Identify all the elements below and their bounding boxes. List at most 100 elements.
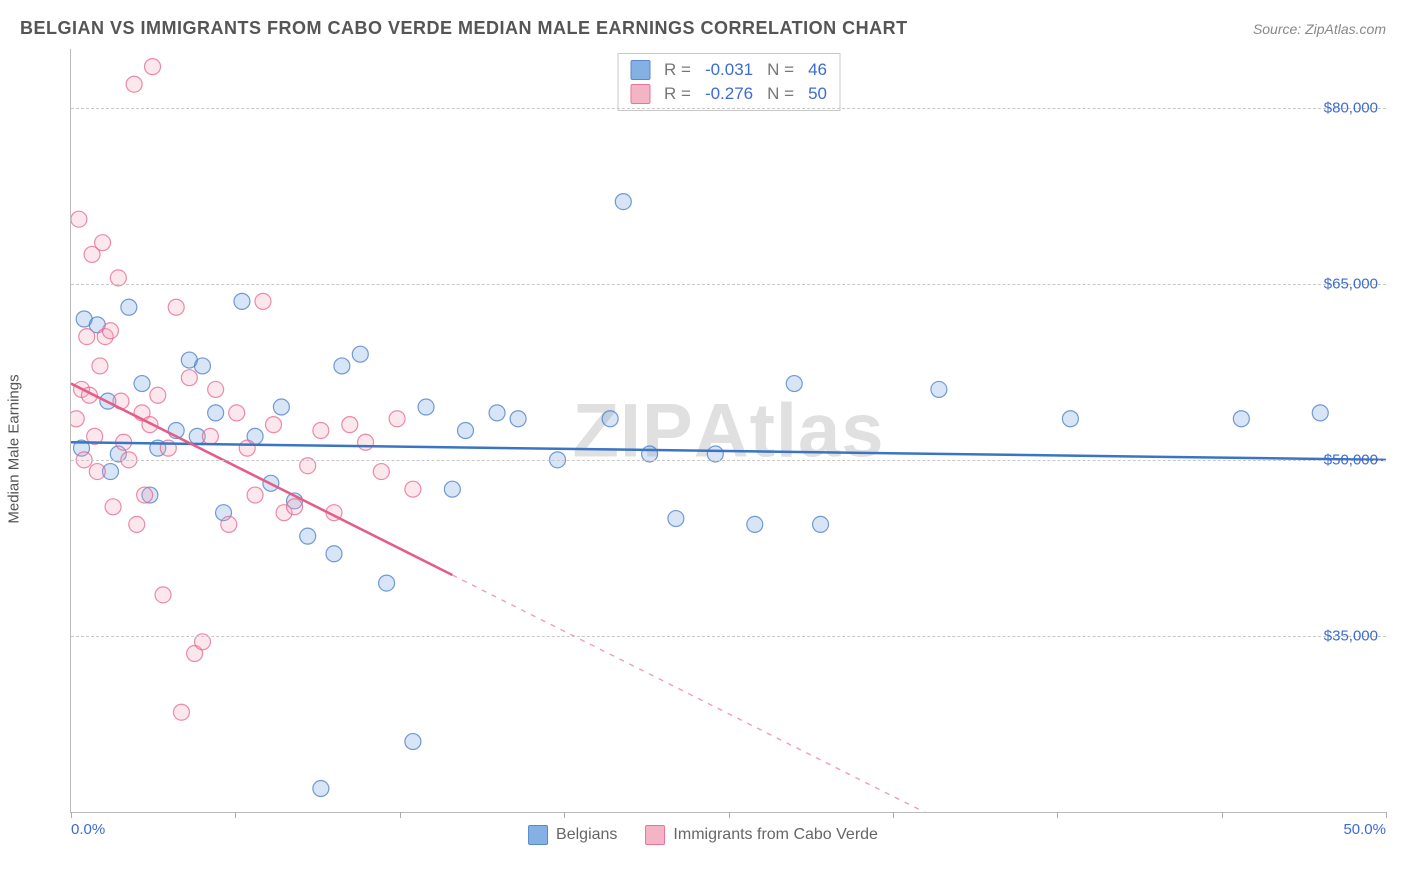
scatter-point bbox=[181, 352, 197, 368]
scatter-point bbox=[352, 346, 368, 362]
swatch-series-0-bottom bbox=[528, 825, 548, 845]
scatter-point bbox=[92, 358, 108, 374]
series-legend: Belgians Immigrants from Cabo Verde bbox=[528, 825, 878, 845]
scatter-point bbox=[71, 411, 84, 427]
scatter-point bbox=[187, 646, 203, 662]
scatter-point bbox=[87, 428, 103, 444]
scatter-point bbox=[389, 411, 405, 427]
scatter-point bbox=[813, 516, 829, 532]
scatter-point bbox=[126, 76, 142, 92]
y-axis-label: Median Male Earnings bbox=[6, 374, 23, 523]
scatter-point bbox=[81, 387, 97, 403]
stats-row-series-0: R = -0.031 N = 46 bbox=[630, 58, 827, 82]
scatter-point bbox=[79, 329, 95, 345]
scatter-point bbox=[100, 393, 116, 409]
scatter-point bbox=[418, 399, 434, 415]
x-tick bbox=[71, 812, 72, 818]
x-tick bbox=[1222, 812, 1223, 818]
scatter-point bbox=[510, 411, 526, 427]
scatter-point bbox=[263, 475, 279, 491]
scatter-point bbox=[287, 493, 303, 509]
stats-row-series-1: R = -0.276 N = 50 bbox=[630, 82, 827, 106]
source-label: Source: bbox=[1253, 21, 1305, 37]
scatter-point bbox=[102, 323, 118, 339]
scatter-point bbox=[121, 299, 137, 315]
scatter-point bbox=[97, 329, 113, 345]
scatter-point bbox=[113, 393, 129, 409]
scatter-point bbox=[326, 505, 342, 521]
scatter-point bbox=[239, 440, 255, 456]
scatter-point bbox=[189, 428, 205, 444]
x-tick bbox=[235, 812, 236, 818]
scatter-point bbox=[668, 511, 684, 527]
scatter-point bbox=[234, 293, 250, 309]
scatter-point bbox=[102, 464, 118, 480]
scatter-point bbox=[931, 381, 947, 397]
scatter-point bbox=[342, 417, 358, 433]
scatter-point bbox=[150, 440, 166, 456]
scatter-point bbox=[444, 481, 460, 497]
scatter-point bbox=[134, 376, 150, 392]
x-tick bbox=[400, 812, 401, 818]
r-value-0: -0.031 bbox=[705, 60, 753, 80]
scatter-point bbox=[95, 235, 111, 251]
gridline bbox=[71, 460, 1386, 461]
scatter-point bbox=[379, 575, 395, 591]
plot-area: ZIPAtlas R = -0.031 N = 46 R = -0.276 N … bbox=[70, 49, 1386, 813]
scatter-point bbox=[137, 487, 153, 503]
x-tick bbox=[893, 812, 894, 818]
scatter-point bbox=[142, 487, 158, 503]
scatter-point bbox=[373, 464, 389, 480]
scatter-point bbox=[221, 516, 237, 532]
scatter-point bbox=[116, 434, 132, 450]
y-tick-label: $35,000 bbox=[1324, 627, 1378, 644]
scatter-point bbox=[255, 293, 271, 309]
scatter-point bbox=[145, 59, 161, 75]
scatter-point bbox=[168, 423, 184, 439]
scatter-point bbox=[168, 299, 184, 315]
source-value: ZipAtlas.com bbox=[1305, 21, 1386, 37]
scatter-point bbox=[1312, 405, 1328, 421]
scatter-point bbox=[89, 464, 105, 480]
scatter-point bbox=[300, 528, 316, 544]
x-min-label: 0.0% bbox=[71, 821, 105, 838]
scatter-point bbox=[405, 734, 421, 750]
chart-title: BELGIAN VS IMMIGRANTS FROM CABO VERDE ME… bbox=[20, 18, 908, 39]
x-tick bbox=[729, 812, 730, 818]
regression-line bbox=[71, 384, 452, 575]
legend-label-0: Belgians bbox=[556, 826, 617, 844]
source-citation: Source: ZipAtlas.com bbox=[1253, 21, 1386, 37]
scatter-point bbox=[1062, 411, 1078, 427]
chart-container: BELGIAN VS IMMIGRANTS FROM CABO VERDE ME… bbox=[0, 0, 1406, 892]
x-max-label: 50.0% bbox=[1343, 821, 1386, 838]
legend-item-1: Immigrants from Cabo Verde bbox=[645, 825, 878, 845]
regression-line-extrapolated bbox=[452, 575, 1017, 812]
n-value-0: 46 bbox=[808, 60, 827, 80]
scatter-point bbox=[334, 358, 350, 374]
scatter-point bbox=[173, 704, 189, 720]
scatter-point bbox=[615, 194, 631, 210]
y-tick-label: $50,000 bbox=[1324, 451, 1378, 468]
scatter-point bbox=[405, 481, 421, 497]
n-label: N = bbox=[767, 60, 794, 80]
r-label: R = bbox=[664, 60, 691, 80]
scatter-point bbox=[313, 781, 329, 797]
scatter-point bbox=[208, 381, 224, 397]
scatter-point bbox=[150, 387, 166, 403]
y-tick-label: $65,000 bbox=[1324, 275, 1378, 292]
n-value-1: 50 bbox=[808, 84, 827, 104]
scatter-point bbox=[71, 211, 87, 227]
scatter-point bbox=[195, 358, 211, 374]
gridline bbox=[71, 284, 1386, 285]
scatter-point bbox=[276, 505, 292, 521]
scatter-point bbox=[89, 317, 105, 333]
scatter-point bbox=[134, 405, 150, 421]
scatter-point bbox=[229, 405, 245, 421]
scatter-point bbox=[747, 516, 763, 532]
scatter-point bbox=[155, 587, 171, 603]
scatter-point bbox=[74, 440, 90, 456]
legend-label-1: Immigrants from Cabo Verde bbox=[673, 826, 878, 844]
scatter-point bbox=[313, 423, 329, 439]
gridline bbox=[71, 108, 1386, 109]
swatch-series-1 bbox=[630, 84, 650, 104]
